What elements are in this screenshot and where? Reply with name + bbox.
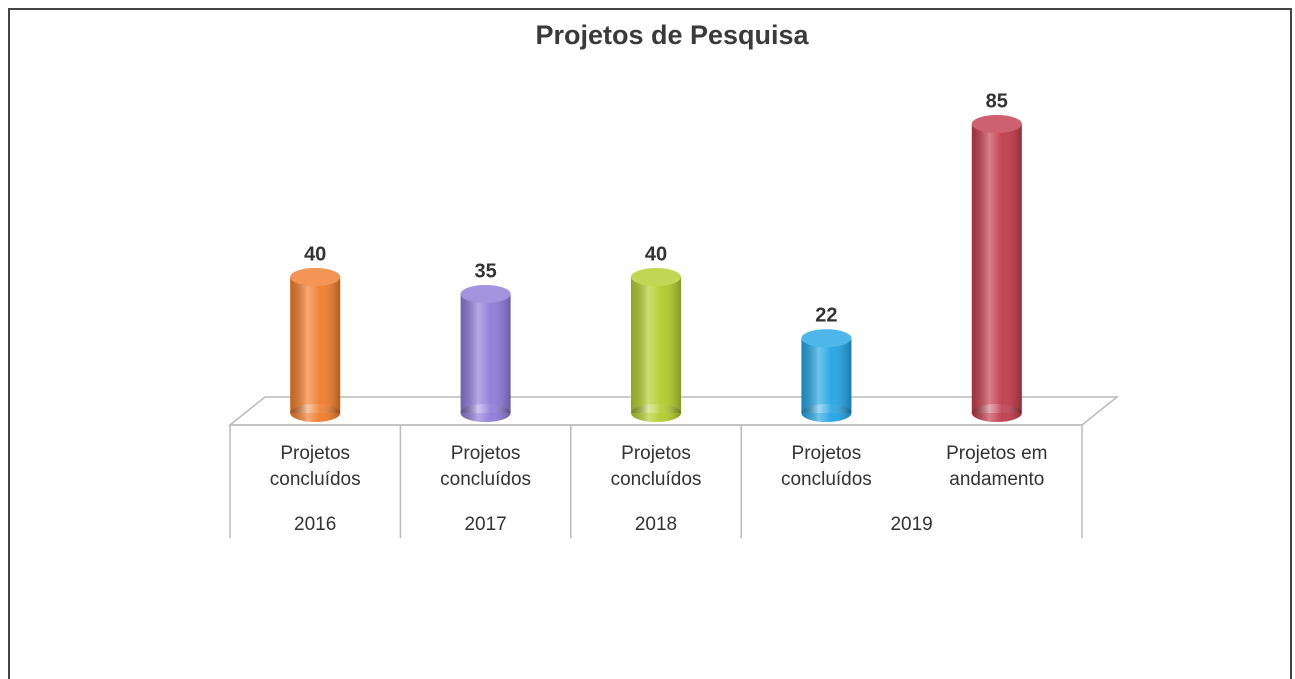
data-label: 22 (815, 304, 837, 326)
bar-top-shade (801, 329, 852, 348)
bar-top (460, 285, 511, 303)
x-tick-label: Projetos concluídos (780, 443, 872, 490)
bar-top (290, 268, 341, 286)
group-label: 2019 (890, 514, 933, 535)
bar-top-shade (971, 115, 1022, 133)
x-tick-label: Projetos em andamento (946, 443, 1048, 490)
bar-top (801, 329, 852, 348)
data-label: 35 (474, 260, 496, 282)
bar-shade (631, 277, 681, 413)
bar-bottom-shade (631, 404, 681, 422)
bar-bottom-shade (460, 404, 511, 422)
x-tick-label: Projetos concluídos (610, 443, 702, 490)
x-tick-label: Projetos concluídos (440, 443, 532, 490)
bar-bottom-shade (801, 404, 852, 422)
bar-bottom-shade (290, 404, 341, 422)
bar-shade (290, 277, 341, 413)
bar-shade (460, 294, 511, 413)
data-label: 40 (304, 243, 326, 265)
data-label: 40 (645, 243, 667, 265)
bar-shade (971, 124, 1022, 413)
data-label: 85 (986, 90, 1008, 112)
group-label: 2018 (634, 514, 678, 535)
bar-top-shade (460, 285, 511, 303)
bar-shade (801, 338, 852, 413)
bar-bottom-shade (971, 404, 1022, 422)
chart-title: Projetos de Pesquisa (535, 20, 809, 50)
group-label: 2017 (464, 514, 507, 535)
group-label: 2016 (294, 514, 337, 535)
frame (8, 8, 1292, 679)
x-tick-label: Projetos concluídos (269, 443, 361, 490)
bar-top-shade (290, 268, 341, 286)
bar-top (631, 268, 681, 286)
bar-top (971, 115, 1022, 133)
bar-top-shade (631, 268, 681, 286)
